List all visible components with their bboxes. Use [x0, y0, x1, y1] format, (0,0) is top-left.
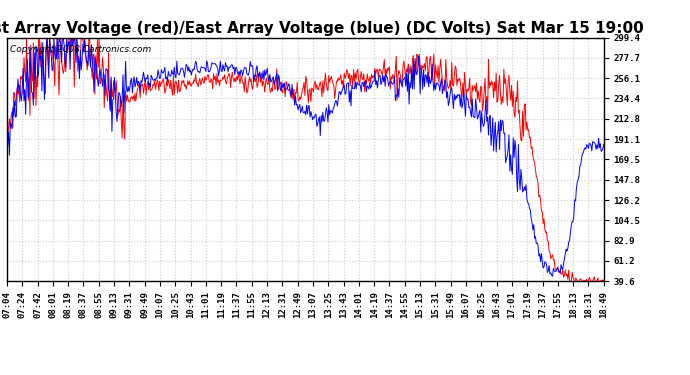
Title: West Array Voltage (red)/East Array Voltage (blue) (DC Volts) Sat Mar 15 19:00: West Array Voltage (red)/East Array Volt…: [0, 21, 644, 36]
Text: Copyright 2008 Cartronics.com: Copyright 2008 Cartronics.com: [10, 45, 151, 54]
